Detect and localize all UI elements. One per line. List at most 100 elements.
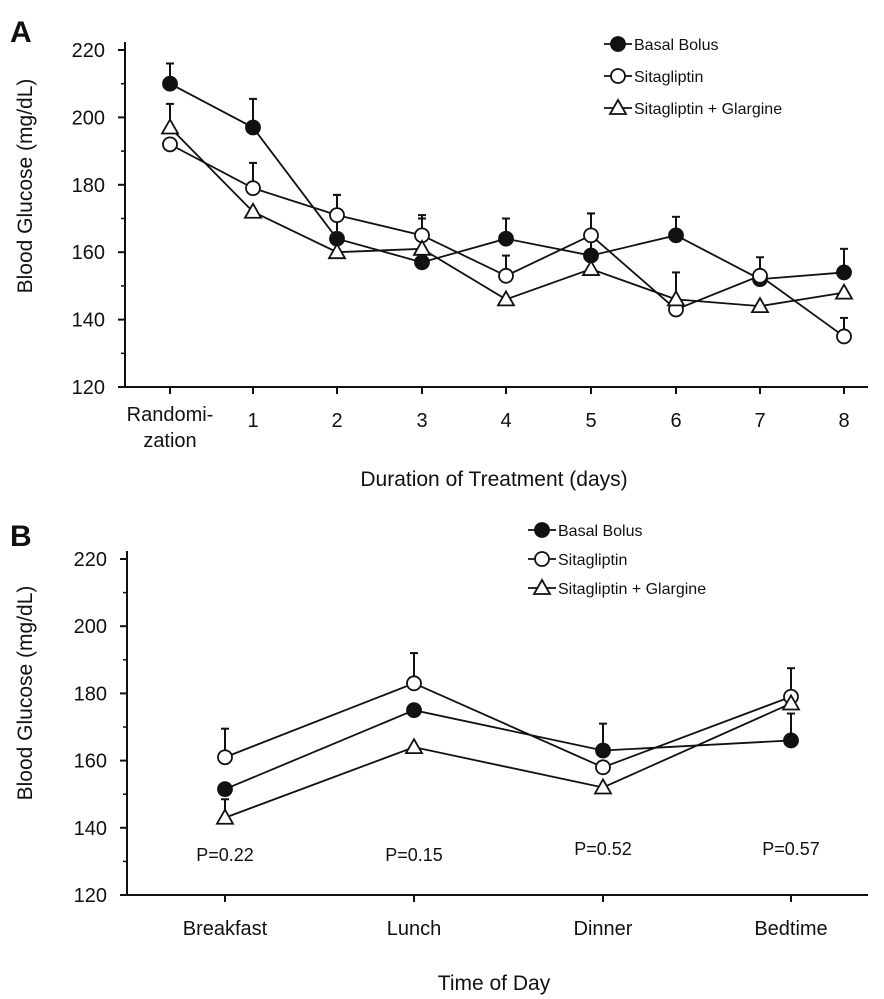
series-1 bbox=[162, 136, 852, 345]
legend-label: Basal Bolus bbox=[558, 523, 643, 540]
data-point bbox=[243, 201, 263, 219]
legend-item: Sitagliptin + Glargine bbox=[528, 578, 706, 598]
panel-b-y-axis-title: Blood Glucose (mg/dL) bbox=[14, 586, 37, 801]
data-point bbox=[217, 749, 233, 766]
data-point bbox=[836, 328, 852, 345]
x-tick-label: 8 bbox=[838, 410, 849, 432]
data-point bbox=[498, 230, 514, 247]
x-tick-label: 4 bbox=[500, 410, 511, 432]
data-point bbox=[783, 732, 799, 749]
legend-marker bbox=[534, 522, 550, 538]
x-tick-label: 1 bbox=[247, 410, 258, 432]
x-tick-label: Bedtime bbox=[754, 918, 827, 940]
data-point bbox=[162, 75, 178, 92]
y-tick-label: 120 bbox=[72, 377, 105, 399]
p-value-label: P=0.15 bbox=[385, 845, 443, 865]
x-tick-label: Randomi-zation bbox=[127, 404, 214, 452]
data-point bbox=[496, 289, 516, 307]
y-tick-label: 120 bbox=[74, 885, 107, 907]
data-point bbox=[327, 242, 347, 260]
data-point bbox=[781, 693, 801, 711]
data-point bbox=[593, 777, 613, 795]
data-point bbox=[583, 227, 599, 244]
x-tick-label: 2 bbox=[331, 410, 342, 432]
legend-marker bbox=[608, 98, 628, 115]
x-tick-label: Dinner bbox=[574, 918, 633, 940]
y-tick-label: 160 bbox=[72, 242, 105, 264]
data-point bbox=[215, 807, 235, 825]
series-line bbox=[224, 682, 792, 769]
legend-label: Sitagliptin + Glargine bbox=[634, 101, 782, 118]
legend-marker bbox=[534, 551, 550, 567]
x-tick-label: Breakfast bbox=[183, 918, 268, 940]
y-tick-label: 180 bbox=[74, 683, 107, 705]
panel-a-y-axis-title: Blood Glucose (mg/dL) bbox=[14, 79, 37, 294]
legend-label: Sitagliptin + Glargine bbox=[558, 581, 706, 598]
series-0 bbox=[217, 702, 799, 798]
x-tick-label: 3 bbox=[416, 410, 427, 432]
panel-a-series bbox=[160, 62, 854, 345]
p-value-label: P=0.22 bbox=[196, 845, 254, 865]
y-tick-label: 220 bbox=[72, 40, 105, 62]
y-tick-label: 160 bbox=[74, 751, 107, 773]
x-tick-label: 7 bbox=[754, 410, 765, 432]
data-point bbox=[668, 227, 684, 244]
data-point bbox=[160, 117, 180, 135]
p-value-label: P=0.57 bbox=[762, 839, 820, 859]
panel-b-axes: 120 140 160 180 200 220 Breakfast Lunch Dinner Be… bbox=[74, 549, 868, 940]
data-point bbox=[217, 781, 233, 798]
panel-a-axes: 120 140 160 180 200 220 Randomi-zation 1 2 3 4 5 6 7 8 bbox=[72, 40, 868, 452]
data-point bbox=[245, 119, 261, 136]
panel-b-annotations: P=0.22 P=0.15 P=0.52 P=0.57 bbox=[196, 839, 820, 865]
panel-a-x-axis-title: Duration of Treatment (days) bbox=[360, 468, 627, 491]
series-line bbox=[224, 702, 792, 819]
y-tick-label: 220 bbox=[74, 549, 107, 571]
series-0 bbox=[162, 62, 852, 288]
data-point bbox=[834, 282, 854, 300]
legend-item: Basal Bolus bbox=[604, 36, 719, 54]
data-point bbox=[245, 180, 261, 197]
legend-label: Sitagliptin bbox=[558, 552, 627, 569]
series-1 bbox=[217, 652, 799, 776]
data-point bbox=[162, 136, 178, 153]
panel-b-legend: Basal Bolus Sitagliptin Sitagliptin + Glar… bbox=[528, 522, 706, 598]
y-tick-label: 200 bbox=[74, 616, 107, 638]
data-point bbox=[836, 264, 852, 281]
data-point bbox=[414, 254, 430, 271]
legend-marker bbox=[610, 68, 626, 84]
data-point bbox=[752, 267, 768, 284]
data-point bbox=[666, 289, 686, 307]
panel-a: A 120 140 160 180 200 220 Randomi-zation 1 2 3 4 5 6… bbox=[10, 16, 868, 491]
legend-item: Sitagliptin bbox=[528, 551, 627, 569]
data-point bbox=[412, 239, 432, 256]
data-point bbox=[595, 742, 611, 759]
data-point bbox=[406, 702, 422, 719]
y-tick-label: 200 bbox=[72, 107, 105, 129]
p-value-label: P=0.52 bbox=[574, 839, 632, 859]
x-tick-label: Lunch bbox=[387, 918, 442, 940]
panel-a-letter: A bbox=[10, 16, 32, 49]
legend-marker bbox=[610, 36, 626, 52]
panel-b-x-axis-title: Time of Day bbox=[438, 972, 551, 995]
y-tick-label: 140 bbox=[74, 818, 107, 840]
series-line bbox=[224, 709, 792, 790]
legend-label: Sitagliptin bbox=[634, 69, 703, 86]
data-point bbox=[404, 737, 424, 755]
x-tick-label: 6 bbox=[670, 410, 681, 432]
series-2 bbox=[215, 693, 801, 825]
legend-marker bbox=[532, 578, 552, 595]
panel-b-series bbox=[215, 652, 801, 825]
legend-item: Sitagliptin bbox=[604, 68, 703, 86]
panel-b-letter: B bbox=[10, 520, 32, 553]
series-2 bbox=[160, 102, 854, 314]
data-point bbox=[329, 207, 345, 224]
data-point bbox=[595, 759, 611, 776]
legend-label: Basal Bolus bbox=[634, 37, 719, 54]
data-point bbox=[750, 296, 770, 314]
legend-item: Basal Bolus bbox=[528, 522, 643, 540]
data-point bbox=[498, 267, 514, 284]
panel-a-legend: Basal Bolus Sitagliptin Sitagliptin + Glar… bbox=[604, 36, 782, 118]
legend-item: Sitagliptin + Glargine bbox=[604, 98, 782, 118]
y-tick-label: 140 bbox=[72, 310, 105, 332]
